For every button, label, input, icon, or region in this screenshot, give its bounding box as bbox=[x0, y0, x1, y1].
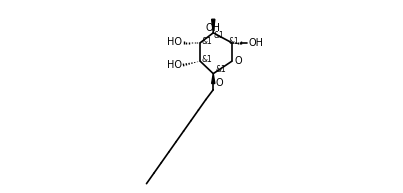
Text: &1: &1 bbox=[214, 31, 224, 40]
Text: &1: &1 bbox=[229, 37, 239, 46]
Polygon shape bbox=[212, 74, 215, 84]
Text: OH: OH bbox=[249, 38, 264, 48]
Text: &1: &1 bbox=[215, 65, 226, 74]
Text: HO: HO bbox=[167, 37, 182, 47]
Text: &1: &1 bbox=[202, 55, 213, 63]
Text: O: O bbox=[234, 56, 242, 66]
Polygon shape bbox=[212, 19, 215, 33]
Text: OH: OH bbox=[206, 23, 221, 33]
Text: O: O bbox=[216, 78, 224, 88]
Text: &1: &1 bbox=[202, 37, 213, 46]
Text: HO: HO bbox=[167, 60, 182, 70]
